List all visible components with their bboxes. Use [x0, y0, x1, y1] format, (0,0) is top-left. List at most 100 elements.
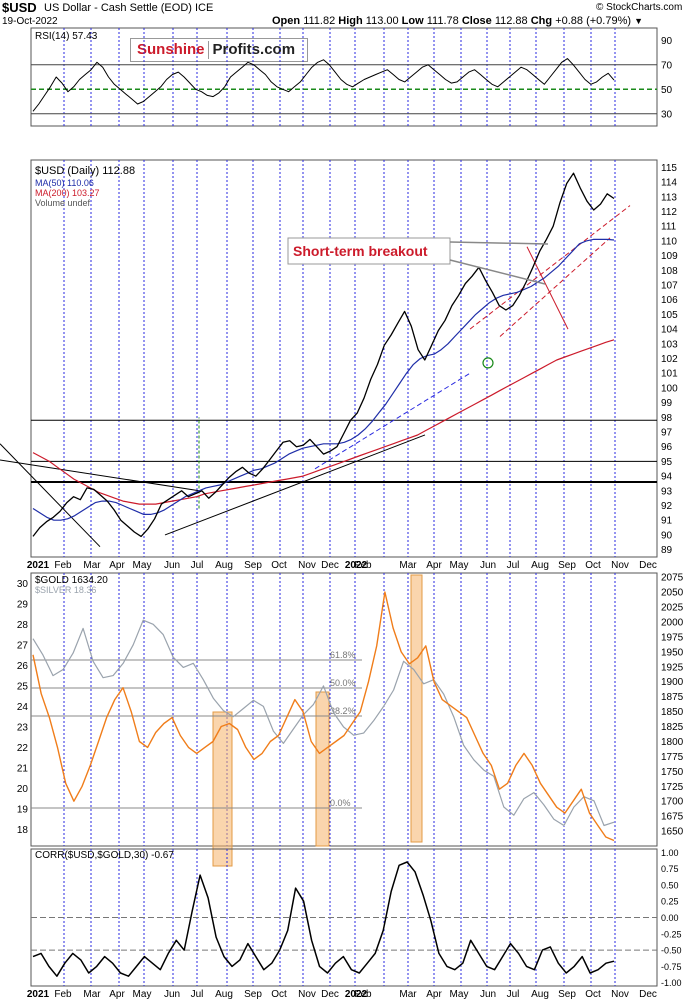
gold-panel-frame	[30, 572, 658, 847]
silver-tick-label: 27	[17, 640, 29, 651]
usd-tick-label: 101	[661, 369, 678, 380]
fib-level-label: 0.0%	[330, 798, 351, 808]
corr-tick-label: 0.75	[661, 864, 679, 874]
chg-value: +0.88 (+0.79%)	[555, 15, 632, 27]
usd-tick-label: 105	[661, 310, 678, 321]
usd-tick-label: 97	[661, 428, 673, 439]
usd-legend-price: $USD (Daily) 112.88	[35, 165, 135, 177]
silver-tick-label: 29	[17, 599, 29, 610]
stockcharts-watermark: © StockCharts.com	[596, 2, 683, 13]
silver-tick-label: 30	[17, 579, 29, 590]
usd-tick-label: 104	[661, 325, 678, 336]
usd-x-label: May	[133, 560, 152, 571]
silver-tick-label: 23	[17, 722, 29, 733]
corr-x-label: Jun	[480, 989, 496, 1000]
gold-highlight-zone	[212, 711, 233, 867]
corr-x-label: Nov	[298, 989, 316, 1000]
logo-sunshine: Sunshine	[137, 41, 205, 58]
corr-x-label: Jul	[191, 989, 204, 1000]
usd-low-circle	[482, 357, 494, 369]
gold-highlight-zone	[315, 691, 330, 847]
silver-tick-label: 19	[17, 805, 29, 816]
gold-tick-label: 2000	[661, 617, 684, 628]
usd-ma50-line	[32, 238, 615, 521]
chg-label: Chg	[530, 15, 553, 27]
usd-tick-label: 106	[661, 295, 678, 306]
chart-description: US Dollar - Cash Settle (EOD) ICE	[44, 2, 214, 14]
usd-ma200-line	[32, 339, 615, 505]
gold-tick-label: 1925	[661, 662, 684, 673]
usd-x-label: Nov	[611, 560, 629, 571]
gold-tick-label: 1950	[661, 647, 684, 658]
usd-legend-volume: Volume undef	[35, 198, 91, 208]
usd-x-label: Aug	[531, 560, 549, 571]
gold-tick-label: 1825	[661, 722, 684, 733]
usd-tick-label: 95	[661, 457, 673, 468]
gold-tick-label: 1875	[661, 692, 684, 703]
close-value: 112.88	[494, 15, 528, 27]
usd-tick-label: 89	[661, 545, 673, 556]
usd-x-label: 2021	[27, 560, 50, 571]
corr-tick-label: -0.50	[661, 946, 682, 956]
silver-tick-label: 21	[17, 764, 29, 775]
usd-x-label: Sep	[244, 560, 262, 571]
usd-tick-label: 100	[661, 383, 678, 394]
fib-level-label: 50.0%	[330, 678, 356, 688]
high-label: High	[338, 15, 363, 27]
low-value: 111.78	[426, 15, 459, 27]
breakout-annotation-box	[287, 237, 451, 265]
usd-tick-label: 114	[661, 178, 677, 189]
corr-tick-label: -0.75	[661, 962, 682, 972]
usd-tick-label: 108	[661, 266, 678, 277]
gold-tick-label: 1750	[661, 767, 684, 778]
corr-x-label: Mar	[83, 989, 101, 1000]
gold-tick-label: 1850	[661, 707, 684, 718]
usd-tick-label: 113	[661, 192, 677, 203]
corr-legend: CORR($USD,$GOLD,30) -0.67	[35, 850, 174, 861]
usd-tick-label: 107	[661, 280, 678, 291]
high-value: 113.00	[365, 15, 399, 27]
usd-x-label: May	[450, 560, 469, 571]
usd-channel-line	[314, 372, 471, 470]
corr-x-label: Jul	[507, 989, 520, 1000]
rsi-tick-label: 70	[661, 60, 673, 71]
usd-x-label: Dec	[639, 560, 657, 571]
usd-tick-label: 98	[661, 413, 673, 424]
gold-legend: $GOLD 1634.20	[35, 575, 108, 586]
usd-x-label: Aug	[215, 560, 233, 571]
usd-price-line	[32, 172, 615, 538]
usd-panel-frame	[30, 159, 658, 558]
usd-tick-label: 94	[661, 472, 673, 483]
sunshine-logo: Sunshine Profits.com	[130, 38, 308, 62]
usd-tick-label: 90	[661, 530, 673, 541]
corr-tick-label: 0.50	[661, 880, 679, 890]
corr-line	[32, 861, 615, 977]
gold-tick-label: 2025	[661, 603, 684, 614]
gold-tick-label: 1975	[661, 632, 684, 643]
gold-tick-label: 2075	[661, 573, 684, 584]
usd-breakout-line	[469, 205, 631, 330]
usd-x-label: Jun	[164, 560, 180, 571]
corr-x-label: 2022	[345, 989, 368, 1000]
usd-x-label: 2022	[345, 560, 368, 571]
gold-tick-label: 1675	[661, 812, 684, 823]
usd-x-label: Feb	[54, 560, 72, 571]
usd-tick-label: 91	[661, 516, 673, 527]
usd-x-label: Jun	[480, 560, 496, 571]
usd-legend-ma200: MA(200) 103.27	[35, 188, 100, 198]
usd-tick-label: 103	[661, 339, 678, 350]
silver-tick-label: 20	[17, 784, 29, 795]
gold-tick-label: 2050	[661, 588, 684, 599]
usd-tick-label: 109	[661, 251, 678, 262]
corr-x-label: Dec	[639, 989, 657, 1000]
usd-tick-label: 111	[661, 222, 677, 233]
breakout-pointer-upper	[449, 241, 549, 245]
usd-x-label: Oct	[585, 560, 601, 571]
open-label: Open	[272, 15, 301, 27]
usd-x-label: Sep	[558, 560, 576, 571]
breakout-annotation-text: Short-term breakout	[293, 243, 428, 259]
breakout-pointer-lower	[449, 259, 546, 285]
corr-tick-label: 1.00	[661, 848, 679, 858]
rsi-tick-label: 50	[661, 85, 673, 96]
